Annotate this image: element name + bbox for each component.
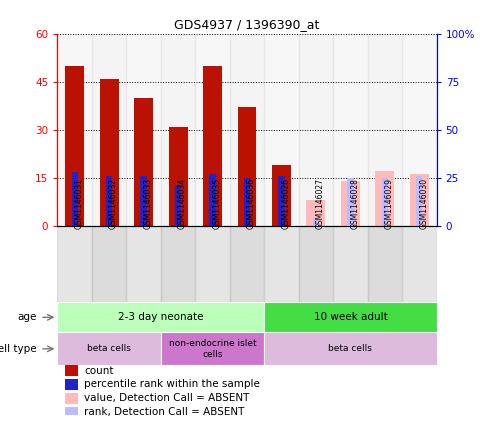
Bar (264, 332, 437, 365)
Bar (92, 34, 126, 225)
Bar (299, 225, 333, 302)
Text: GSM1146035: GSM1146035 (213, 178, 222, 229)
Text: GSM1146028: GSM1146028 (350, 179, 359, 229)
Bar (65, 365, 78, 376)
Bar (195, 225, 230, 302)
Title: GDS4937 / 1396390_at: GDS4937 / 1396390_at (174, 18, 320, 31)
Bar (299, 34, 333, 225)
Bar (92, 225, 126, 302)
Text: GSM1146032: GSM1146032 (109, 179, 118, 229)
Bar (126, 225, 161, 302)
Text: GSM1146031: GSM1146031 (75, 179, 84, 229)
Text: 10 week adult: 10 week adult (313, 312, 387, 322)
Text: 2-3 day neonate: 2-3 day neonate (118, 312, 204, 322)
Text: rank, Detection Call = ABSENT: rank, Detection Call = ABSENT (84, 407, 245, 417)
Bar (333, 225, 368, 302)
Bar (341, 181, 360, 225)
Bar (57, 34, 92, 225)
Bar (169, 126, 188, 225)
Bar (272, 165, 291, 225)
Bar (306, 200, 325, 225)
Bar (238, 107, 256, 225)
Text: cell type: cell type (0, 344, 37, 354)
Bar (134, 98, 153, 225)
Bar (57, 332, 161, 365)
Bar (71, 172, 78, 225)
Bar (368, 34, 402, 225)
Bar (416, 176, 423, 225)
Bar (175, 185, 181, 225)
Bar (161, 332, 264, 365)
Bar (57, 225, 92, 302)
Bar (106, 176, 112, 225)
Text: percentile rank within the sample: percentile rank within the sample (84, 379, 260, 390)
Bar (161, 34, 195, 225)
Bar (230, 34, 264, 225)
Bar (402, 34, 437, 225)
Text: beta cells: beta cells (87, 344, 131, 353)
Bar (126, 34, 161, 225)
Text: value, Detection Call = ABSENT: value, Detection Call = ABSENT (84, 393, 250, 403)
Bar (278, 176, 284, 225)
Bar (100, 79, 119, 225)
Text: GSM1146033: GSM1146033 (144, 178, 153, 229)
Text: age: age (17, 312, 37, 322)
Text: count: count (84, 365, 113, 376)
Bar (203, 66, 222, 225)
Bar (264, 225, 299, 302)
Bar (141, 176, 147, 225)
Bar (410, 174, 429, 225)
Bar (264, 302, 437, 332)
Bar (65, 66, 84, 225)
Bar (65, 379, 78, 390)
Text: GSM1146036: GSM1146036 (247, 178, 256, 229)
Bar (161, 225, 195, 302)
Text: GSM1146026: GSM1146026 (281, 179, 290, 229)
Bar (402, 225, 437, 302)
Text: GSM1146030: GSM1146030 (419, 178, 428, 229)
Bar (368, 225, 402, 302)
Bar (264, 34, 299, 225)
Bar (65, 393, 78, 404)
Text: non-endocrine islet
cells: non-endocrine islet cells (169, 339, 256, 359)
Bar (210, 174, 216, 225)
Bar (65, 407, 78, 418)
Bar (230, 225, 264, 302)
Bar (195, 34, 230, 225)
Bar (313, 218, 319, 225)
Text: GSM1146027: GSM1146027 (316, 179, 325, 229)
Text: GSM1146034: GSM1146034 (178, 178, 187, 229)
Text: GSM1146029: GSM1146029 (385, 179, 394, 229)
Bar (347, 178, 353, 225)
Bar (57, 302, 264, 332)
Bar (244, 178, 250, 225)
Bar (375, 171, 394, 225)
Text: beta cells: beta cells (328, 344, 372, 353)
Bar (333, 34, 368, 225)
Bar (382, 178, 388, 225)
